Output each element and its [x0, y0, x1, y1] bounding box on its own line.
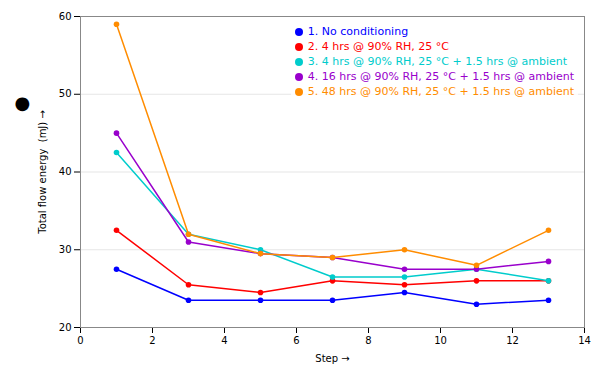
html-text:2. 4 hrs @ 90% RH, 25 °C: 2. 4 hrs @ 90% RH, 25 °C — [307, 40, 449, 53]
svg-text:60: 60 — [59, 11, 72, 22]
html-text:1. No conditioning: 1. No conditioning — [307, 25, 409, 38]
svg-text:40: 40 — [59, 166, 72, 177]
svg-text:6: 6 — [293, 335, 299, 346]
svg-text:4: 4 — [221, 335, 227, 346]
svg-text:Step →: Step → — [315, 353, 349, 364]
svg-text:10: 10 — [434, 335, 447, 346]
svg-text:12: 12 — [506, 335, 519, 346]
html-text:5. 48 hrs @ 90% RH, 25 °C + 1.: 5. 48 hrs @ 90% RH, 25 °C + 1.5 hrs @ am… — [307, 85, 574, 98]
svg-text:50: 50 — [59, 88, 72, 99]
svg-text:0: 0 — [77, 335, 83, 346]
svg-text:Total flow energy (mJ) →: Total flow energy (mJ) → — [37, 110, 48, 235]
svg-text:20: 20 — [59, 322, 72, 333]
svg-text:2: 2 — [149, 335, 155, 346]
svg-text:14: 14 — [578, 335, 591, 346]
svg-text:30: 30 — [59, 244, 72, 255]
html-text:3. 4 hrs @ 90% RH, 25 °C + 1.5: 3. 4 hrs @ 90% RH, 25 °C + 1.5 hrs @ amb… — [307, 55, 567, 68]
svg-text:●: ● — [15, 92, 31, 113]
svg-text:8: 8 — [365, 335, 371, 346]
html-text:4. 16 hrs @ 90% RH, 25 °C + 1.: 4. 16 hrs @ 90% RH, 25 °C + 1.5 hrs @ am… — [307, 70, 574, 83]
